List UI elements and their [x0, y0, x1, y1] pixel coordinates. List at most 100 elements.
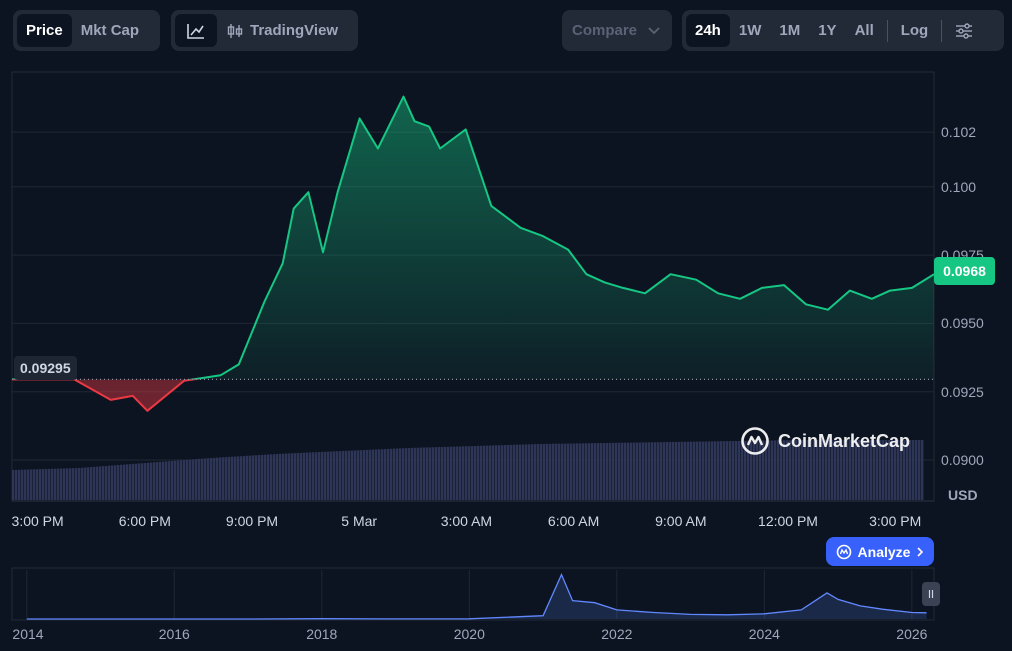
- volume-bar: [531, 444, 534, 500]
- volume-bar: [102, 466, 105, 500]
- volume-bar: [516, 444, 519, 500]
- drag-handle-icon: [928, 590, 934, 598]
- volume-bar: [441, 446, 444, 500]
- volume-bar: [519, 444, 522, 500]
- volume-bar: [123, 464, 126, 500]
- volume-bar: [237, 456, 240, 500]
- volume-bar: [162, 461, 165, 500]
- volume-bar: [228, 456, 231, 500]
- volume-bar: [579, 443, 582, 500]
- overview-navigator[interactable]: [26, 572, 927, 620]
- range-1w[interactable]: 1W: [738, 22, 762, 39]
- overview-tick-label: 2018: [306, 626, 338, 642]
- volume-bar: [357, 450, 360, 500]
- line-chart-button[interactable]: [175, 14, 217, 47]
- volume-bar: [186, 459, 189, 500]
- volume-bar: [399, 448, 402, 500]
- volume-bar: [585, 443, 588, 500]
- x-tick-label: 9:00 PM: [225, 513, 279, 529]
- range-all[interactable]: All: [854, 22, 874, 39]
- volume-bar: [693, 441, 696, 500]
- volume-bar: [759, 440, 762, 500]
- volume-bar: [657, 442, 660, 500]
- volume-bar: [21, 469, 24, 500]
- range-24h[interactable]: 24h: [686, 14, 730, 47]
- volume-bar: [318, 452, 321, 500]
- tab-mkt-cap[interactable]: Mkt Cap: [80, 22, 140, 39]
- volume-bar: [807, 440, 810, 500]
- volume-bar: [450, 446, 453, 500]
- volume-bar: [456, 446, 459, 500]
- volume-bar: [93, 466, 96, 500]
- volume-bar: [264, 454, 267, 500]
- volume-bar: [669, 442, 672, 500]
- volume-bar: [555, 443, 558, 500]
- volume-bar: [903, 440, 906, 500]
- y-tick-label: 0.0900: [941, 452, 984, 468]
- volume-bar: [822, 440, 825, 500]
- volume-bar: [564, 443, 567, 500]
- volume-bar: [447, 446, 450, 500]
- settings-button[interactable]: [946, 14, 982, 47]
- volume-bar: [828, 440, 831, 500]
- volume-bar: [474, 445, 477, 500]
- overview-area: [26, 574, 927, 619]
- volume-bar: [39, 469, 42, 500]
- analyze-button[interactable]: Analyze: [826, 537, 934, 566]
- volume-bar: [24, 469, 27, 500]
- tradingview-label: TradingView: [250, 22, 339, 39]
- volume-bar: [84, 467, 87, 500]
- tradingview-button[interactable]: TradingView: [217, 14, 347, 47]
- volume-bar: [420, 447, 423, 500]
- volume-bar: [324, 451, 327, 500]
- volume-bar: [891, 440, 894, 500]
- range-selector: 24h 1W 1M 1Y All Log: [682, 10, 1004, 51]
- volume-bar: [744, 440, 747, 500]
- volume-bar: [795, 440, 798, 500]
- volume-bar: [504, 445, 507, 500]
- volume-bar: [540, 443, 543, 500]
- volume-bar: [255, 455, 258, 500]
- volume-bar: [15, 469, 18, 500]
- analyze-label: Analyze: [857, 543, 911, 560]
- volume-bar: [432, 447, 435, 500]
- volume-bar: [576, 443, 579, 500]
- volume-bar: [270, 454, 273, 500]
- range-1m[interactable]: 1M: [779, 22, 801, 39]
- compare-dropdown[interactable]: Compare: [562, 10, 672, 51]
- chevron-right-icon: [917, 546, 924, 557]
- volume-bar: [786, 440, 789, 500]
- volume-bar: [876, 440, 879, 500]
- log-scale-button[interactable]: Log: [900, 22, 929, 39]
- volume-bar: [465, 446, 468, 500]
- volume-bar: [69, 468, 72, 500]
- volume-bar: [750, 440, 753, 500]
- volume-bar: [558, 443, 561, 500]
- volume-bar: [108, 465, 111, 500]
- volume-bar: [315, 452, 318, 500]
- volume-bar: [882, 440, 885, 500]
- volume-bar: [495, 445, 498, 500]
- overview-drag-handle[interactable]: [922, 582, 940, 606]
- volume-bar: [708, 441, 711, 500]
- price-area-down: [74, 379, 194, 411]
- volume-bar: [825, 440, 828, 500]
- volume-bar: [171, 460, 174, 500]
- tab-price[interactable]: Price: [17, 14, 72, 47]
- volume-bar: [546, 443, 549, 500]
- volume-bar: [732, 441, 735, 500]
- volume-bar: [687, 441, 690, 500]
- volume-bar: [111, 465, 114, 500]
- volume-bar: [663, 442, 666, 500]
- range-1y[interactable]: 1Y: [818, 22, 837, 39]
- volume-bar: [249, 455, 252, 500]
- volume-bar: [201, 458, 204, 500]
- volume-bar: [618, 442, 621, 500]
- overview-tick-label: 2024: [748, 626, 780, 642]
- volume-bar: [153, 462, 156, 500]
- volume-bar: [702, 441, 705, 500]
- overview-tick-label: 2014: [12, 626, 44, 642]
- volume-bar: [648, 442, 651, 500]
- volume-bar: [852, 440, 855, 500]
